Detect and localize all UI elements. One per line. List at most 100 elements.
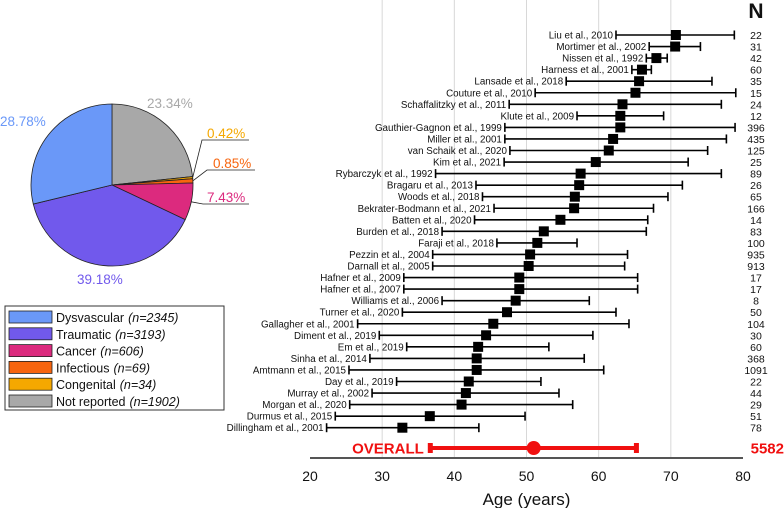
mean-marker: [615, 122, 626, 133]
study-row: Murray et al., 2002 44: [287, 388, 762, 400]
study-row: Burden et al., 2018 83: [356, 226, 762, 238]
mean-marker: [603, 145, 614, 156]
pie-leader-line: [192, 169, 255, 182]
study-row: Darnall et al., 2005 913: [347, 261, 765, 273]
mean-marker: [670, 41, 681, 52]
pie-labels: 23.34% 0.42% 0.85% 7.43% 39.18% 28.78%: [0, 96, 255, 287]
study-label: Turner et al., 2020: [320, 308, 400, 319]
legend-swatch: [8, 360, 53, 374]
legend-label: Congenital: [56, 378, 116, 392]
study-n: 935: [747, 249, 765, 261]
legend-count: (n=1902): [129, 395, 179, 409]
overall-n: 5582: [751, 441, 784, 458]
study-n: 65: [750, 192, 762, 204]
legend-item: Congenital (n=34): [56, 378, 156, 392]
mean-marker: [488, 318, 499, 329]
study-n: 100: [747, 238, 765, 250]
pie-percent-label: 23.34%: [147, 96, 193, 111]
mean-marker: [481, 330, 492, 341]
study-label: Diment et al., 2019: [294, 331, 376, 342]
study-row: Woods et al., 2018 65: [398, 191, 762, 204]
study-label: Morgan et al., 2020: [262, 400, 347, 411]
study-label: Dillingham et al., 2001: [227, 423, 324, 434]
mean-marker: [532, 237, 543, 248]
mean-marker: [460, 388, 471, 399]
pie-chart: [30, 103, 194, 267]
mean-marker: [575, 168, 586, 179]
study-n: 83: [750, 226, 762, 238]
study-row: Williams et al., 2006 8: [351, 295, 759, 308]
study-label: Gallagher et al., 2001: [261, 319, 355, 330]
study-n: 42: [750, 53, 762, 65]
overall-mean-marker: [526, 441, 541, 455]
x-tick-label: 30: [374, 468, 390, 484]
study-label: Pezzin et al., 2004: [349, 250, 430, 261]
mean-marker: [569, 191, 580, 202]
study-label: Mortimer et al., 2002: [556, 42, 646, 53]
overall-row: OVERALL 5582: [352, 441, 784, 458]
mean-marker: [617, 99, 628, 110]
mean-marker: [514, 284, 525, 295]
study-n: 78: [750, 423, 762, 435]
x-tick-label: 20: [302, 468, 318, 484]
legend-swatch: [8, 327, 53, 341]
study-label: Batten et al., 2020: [392, 215, 472, 226]
overall-cap-low: [427, 443, 433, 453]
study-row: Liu et al., 2010 22: [549, 30, 762, 42]
mean-marker: [569, 203, 580, 214]
study-n: 8: [753, 296, 759, 308]
pie-leader-line: [191, 201, 249, 205]
study-n: 50: [750, 307, 762, 319]
mean-marker: [590, 157, 601, 168]
study-row: Gallagher et al., 2001 104: [261, 318, 765, 331]
mean-marker: [471, 364, 482, 375]
mean-marker: [670, 30, 681, 40]
study-row: Schaffalitzky et al., 2011 24: [401, 99, 762, 111]
study-row: Em et al., 2019 60: [338, 341, 762, 354]
study-n: 60: [750, 342, 762, 354]
study-n: 396: [747, 122, 765, 134]
study-label: Faraji et al., 2018: [418, 238, 494, 249]
study-row: Klute et al., 2009 12: [500, 110, 762, 123]
study-label: Bekrater-Bodmann et al., 2021: [358, 204, 491, 215]
study-n: 14: [750, 215, 762, 227]
study-row: Harness et al., 2001 60: [541, 64, 762, 77]
study-row: Hafner et al., 2009 17: [320, 272, 762, 285]
pie-legend: Dysvascular (n=2345) Traumatic (n=3193) Canc…: [4, 305, 225, 411]
mean-marker: [456, 399, 467, 410]
study-row: Dillingham et al., 2001 78: [227, 422, 762, 435]
study-row: Lansade et al., 2018 35: [474, 76, 762, 88]
study-row: Mortimer et al., 2002 31: [556, 41, 762, 54]
study-n: 29: [750, 400, 762, 412]
study-label: Schaffalitzky et al., 2011: [401, 100, 506, 111]
study-label: Williams et al., 2006: [351, 296, 439, 307]
legend-label: Traumatic: [56, 328, 111, 342]
study-label: Hafner et al., 2007: [320, 285, 401, 296]
study-n: 60: [750, 65, 762, 77]
study-label: Gauthier-Gagnon et al., 1999: [375, 123, 502, 134]
mean-marker: [538, 226, 549, 237]
study-row: Durmus et al., 2015 51: [247, 411, 762, 423]
mean-marker: [651, 53, 662, 64]
legend-label: Infectious: [56, 361, 110, 375]
study-n: 12: [750, 111, 762, 123]
study-n: 125: [747, 146, 765, 158]
study-row: Batten et al., 2020 14: [392, 214, 762, 227]
legend-item: Cancer (n=606): [56, 345, 144, 359]
legend-label: Dysvascular: [56, 311, 124, 325]
x-tick-label: 50: [519, 468, 535, 484]
pie-percent-label: 7.43%: [207, 190, 245, 205]
study-row: Hafner et al., 2007 17: [320, 284, 762, 296]
pie-percent-label: 39.18%: [77, 272, 123, 287]
pie-slice-dysvascular: [30, 103, 113, 205]
study-label: Day et al., 2019: [325, 377, 394, 388]
study-n: 22: [750, 30, 762, 42]
legend-count: (n=69): [114, 361, 150, 375]
legend-swatch: [8, 344, 53, 358]
mean-marker: [608, 133, 619, 144]
study-label: Nissen et al., 1992: [562, 54, 643, 65]
study-label: Couture et al., 2010: [446, 88, 533, 99]
study-label: Lansade et al., 2018: [474, 77, 563, 88]
legend-swatch: [8, 377, 53, 391]
